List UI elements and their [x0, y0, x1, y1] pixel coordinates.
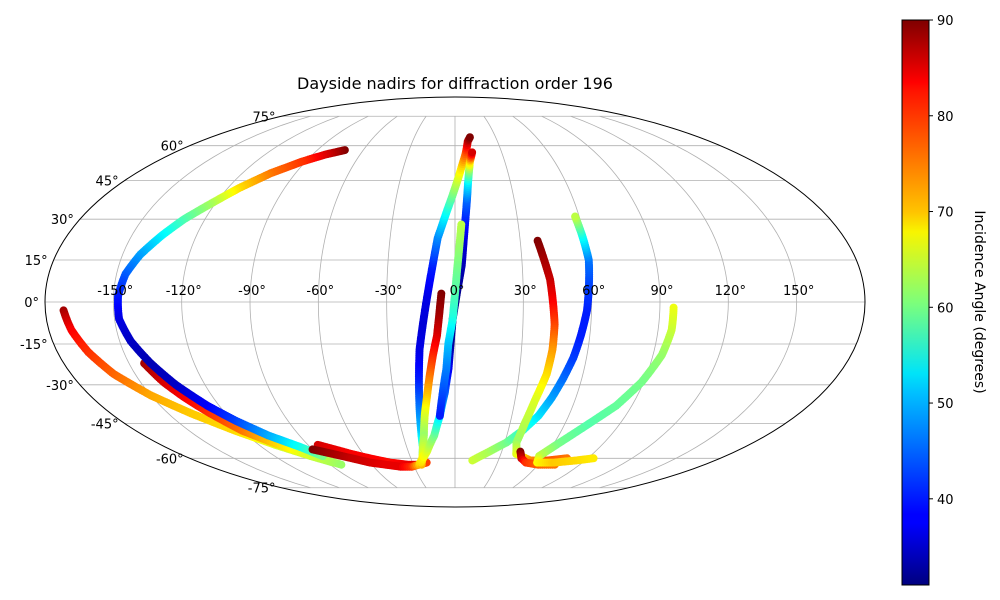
latitude-tick-label: -15°	[20, 338, 48, 353]
latitude-tick-label: 0°	[24, 296, 39, 311]
latitude-tick-label: -60°	[156, 452, 184, 467]
colorbar-tick-label: 50	[937, 397, 954, 412]
latitude-tick-label: 30°	[51, 213, 74, 228]
longitude-tick-label: -90°	[238, 284, 266, 299]
latitude-tick-label: -45°	[91, 417, 119, 432]
chart-title: Dayside nadirs for diffraction order 196	[297, 74, 613, 93]
data-point	[465, 133, 474, 142]
data-point	[468, 148, 477, 157]
map-outline	[44, 96, 866, 508]
colorbar-tick-label: 80	[937, 110, 954, 125]
data-point	[337, 460, 346, 469]
data-point	[589, 454, 598, 463]
longitude-tick-label: -120°	[166, 284, 202, 299]
colorbar-label: Incidence Angle (degrees)	[971, 210, 987, 393]
meridian-line	[599, 115, 798, 489]
mollweide-map: -150° -120° -90° -60° -30° 0° 30° 60° 90° 120° 150…	[20, 74, 866, 508]
meridian-line	[112, 115, 311, 489]
data-points	[59, 133, 678, 471]
colorbar: 40 50 60 70 80 90 Incidence Angle (degrees)	[901, 14, 987, 586]
latitude-tick-label: 60°	[161, 140, 184, 155]
longitude-tick-label: 30°	[514, 284, 537, 299]
colorbar-gradient	[901, 19, 930, 586]
latitude-tick-label: -30°	[46, 379, 74, 394]
meridian-line	[541, 115, 661, 489]
longitude-tick-label: -30°	[375, 284, 403, 299]
data-point	[571, 212, 580, 221]
longitude-tick-label: 0°	[450, 284, 465, 299]
latitude-tick-label: 15°	[25, 254, 48, 269]
longitude-tick-label: 60°	[582, 284, 605, 299]
longitude-tick-label: -60°	[306, 284, 334, 299]
colorbar-tick-label: 70	[937, 206, 954, 221]
latitude-tick-label: 45°	[96, 175, 119, 190]
meridian-line	[317, 115, 398, 489]
meridian-line	[483, 116, 524, 488]
meridian-line	[570, 115, 729, 489]
data-point	[435, 411, 444, 420]
longitude-tick-label: 90°	[650, 284, 673, 299]
meridian-line	[386, 116, 427, 488]
meridian-line	[249, 115, 369, 489]
latitude-tick-label: -75°	[248, 482, 276, 497]
colorbar-tick-label: 90	[937, 14, 954, 29]
latitude-tick-label: 75°	[252, 110, 275, 125]
colorbar-ticks: 40 50 60 70 80 90	[929, 14, 954, 508]
colorbar-tick-label: 40	[937, 493, 954, 508]
longitude-tick-label: 150°	[783, 284, 814, 299]
longitude-tick-labels: -150° -120° -90° -60° -30° 0° 30° 60° 90° 120° 150…	[97, 284, 814, 299]
longitude-tick-label: 120°	[715, 284, 746, 299]
longitude-tick-label: -150°	[97, 284, 133, 299]
latitude-tick-labels: 75° 60° 45° 30° 15° 0° -15° -30° -45° -60° -75°	[20, 110, 276, 496]
colorbar-tick-label: 60	[937, 301, 954, 316]
